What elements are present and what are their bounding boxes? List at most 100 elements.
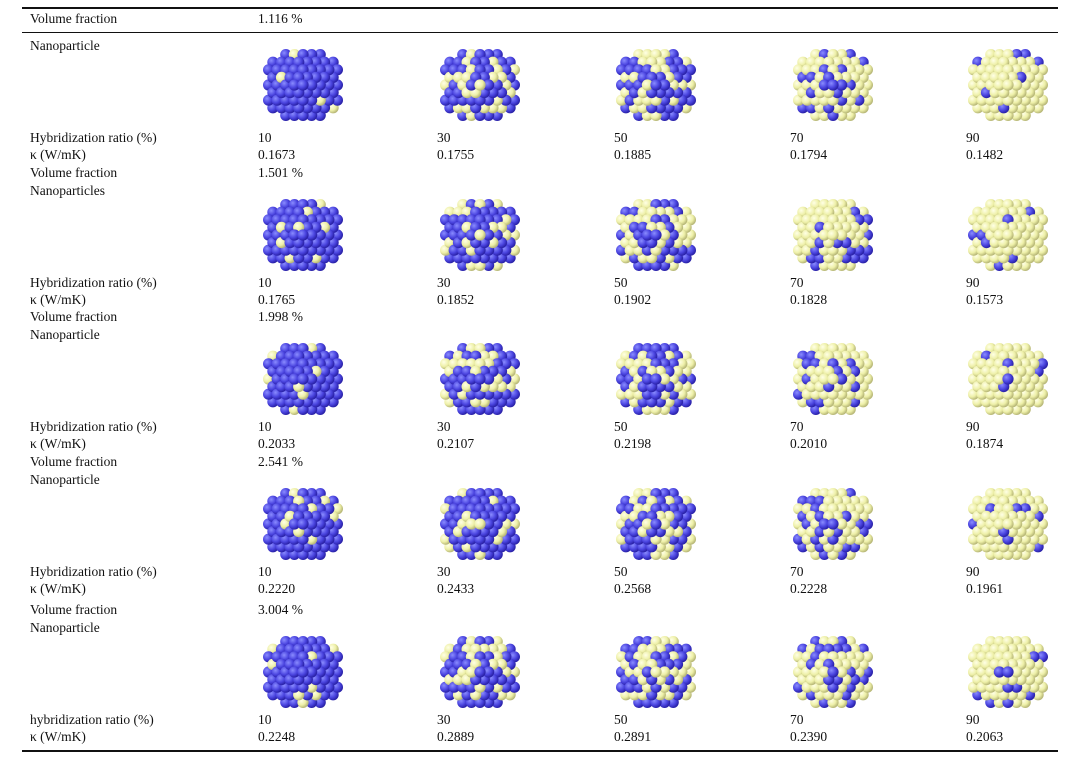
atom bbox=[306, 666, 318, 678]
nanoparticle-image bbox=[793, 636, 873, 708]
hybridization-ratio-value: 70 bbox=[790, 564, 804, 579]
kappa-label: κ (W/mK) bbox=[30, 147, 86, 162]
kappa-value: 0.2107 bbox=[437, 436, 475, 451]
nanoparticle-image bbox=[968, 343, 1048, 415]
hybridization-ratio-value: 30 bbox=[437, 130, 451, 145]
atom bbox=[659, 373, 671, 385]
nanoparticle-image bbox=[793, 49, 873, 121]
atom bbox=[288, 373, 300, 385]
nanoparticle-image bbox=[616, 343, 696, 415]
nanoparticle-image bbox=[616, 636, 696, 708]
hybridization-ratio-value: 90 bbox=[966, 130, 980, 145]
atom bbox=[1011, 518, 1023, 530]
kappa-value: 0.1885 bbox=[614, 147, 652, 162]
hybridization-ratio-value: 50 bbox=[614, 712, 628, 727]
atom bbox=[827, 518, 839, 530]
kappa-value: 0.2390 bbox=[790, 729, 828, 744]
volume-fraction-label: Volume fraction bbox=[30, 165, 118, 180]
atom bbox=[993, 79, 1005, 91]
nanoparticle-image bbox=[968, 199, 1048, 271]
volume-fraction-value: 2.541 % bbox=[258, 454, 303, 469]
atom bbox=[465, 373, 477, 385]
atom bbox=[483, 229, 495, 241]
atom bbox=[993, 518, 1005, 530]
hybridization-ratio-value: 70 bbox=[790, 419, 804, 434]
atom bbox=[483, 79, 495, 91]
hybridization-ratio-value: 50 bbox=[614, 564, 628, 579]
atom bbox=[288, 79, 300, 91]
hybridization-ratio-label: Hybridization ratio (%) bbox=[30, 130, 157, 145]
atom bbox=[465, 79, 477, 91]
kappa-value: 0.2063 bbox=[966, 729, 1004, 744]
atom bbox=[650, 79, 662, 91]
hybridization-ratio-value: 50 bbox=[614, 419, 628, 434]
atom bbox=[306, 373, 318, 385]
atom bbox=[993, 666, 1005, 678]
volume-fraction-value: 3.004 % bbox=[258, 602, 303, 617]
hybridization-ratio-value: 90 bbox=[966, 275, 980, 290]
atom bbox=[659, 666, 671, 678]
atom bbox=[836, 518, 848, 530]
nanoparticle-label: Nanoparticles bbox=[30, 183, 105, 198]
atom bbox=[306, 229, 318, 241]
atom bbox=[641, 79, 653, 91]
hybridization-ratio-value: 30 bbox=[437, 275, 451, 290]
nanoparticle-image bbox=[440, 488, 520, 560]
atom bbox=[483, 373, 495, 385]
kappa-value: 0.2568 bbox=[614, 581, 652, 596]
atom bbox=[1002, 518, 1014, 530]
hybridization-ratio-value: 10 bbox=[258, 564, 272, 579]
volume-fraction-value: 1.998 % bbox=[258, 309, 303, 324]
atom bbox=[827, 666, 839, 678]
atom bbox=[836, 79, 848, 91]
atom bbox=[659, 79, 671, 91]
atom bbox=[288, 518, 300, 530]
hybridization-ratio-label: Hybridization ratio (%) bbox=[30, 419, 157, 434]
kappa-value: 0.2228 bbox=[790, 581, 828, 596]
atom bbox=[297, 518, 309, 530]
kappa-value: 0.2220 bbox=[258, 581, 296, 596]
atom bbox=[465, 229, 477, 241]
kappa-value: 0.2198 bbox=[614, 436, 652, 451]
atom bbox=[827, 373, 839, 385]
atom bbox=[474, 518, 486, 530]
kappa-value: 0.1794 bbox=[790, 147, 828, 162]
atom bbox=[297, 229, 309, 241]
kappa-value: 0.1482 bbox=[966, 147, 1004, 162]
atom bbox=[1011, 79, 1023, 91]
atom bbox=[297, 373, 309, 385]
atom bbox=[306, 518, 318, 530]
hybridization-ratio-label: hybridization ratio (%) bbox=[30, 712, 154, 727]
kappa-value: 0.2010 bbox=[790, 436, 828, 451]
atom bbox=[1002, 229, 1014, 241]
kappa-value: 0.2433 bbox=[437, 581, 475, 596]
nanoparticle-label: Nanoparticle bbox=[30, 472, 100, 487]
nanoparticle-image bbox=[616, 49, 696, 121]
atom bbox=[483, 518, 495, 530]
atom bbox=[1002, 79, 1014, 91]
hybridization-ratio-label: Hybridization ratio (%) bbox=[30, 564, 157, 579]
hybridization-ratio-value: 10 bbox=[258, 275, 272, 290]
atom bbox=[818, 518, 830, 530]
atom bbox=[818, 229, 830, 241]
atom bbox=[641, 666, 653, 678]
atom bbox=[1002, 373, 1014, 385]
nanoparticle-image bbox=[968, 49, 1048, 121]
atom bbox=[297, 79, 309, 91]
nanoparticle-label: Nanoparticle bbox=[30, 38, 100, 53]
kappa-value: 0.1961 bbox=[966, 581, 1004, 596]
atom bbox=[818, 79, 830, 91]
nanoparticle-image bbox=[968, 636, 1048, 708]
kappa-value: 0.1902 bbox=[614, 292, 652, 307]
kappa-label: κ (W/mK) bbox=[30, 729, 86, 744]
nanoparticle-image bbox=[793, 199, 873, 271]
volume-fraction-label: Volume fraction bbox=[30, 602, 118, 617]
atom bbox=[827, 79, 839, 91]
atom bbox=[650, 373, 662, 385]
atom bbox=[993, 373, 1005, 385]
hybridization-ratio-value: 30 bbox=[437, 419, 451, 434]
atom bbox=[641, 518, 653, 530]
nanoparticle-image bbox=[440, 199, 520, 271]
atom bbox=[659, 518, 671, 530]
